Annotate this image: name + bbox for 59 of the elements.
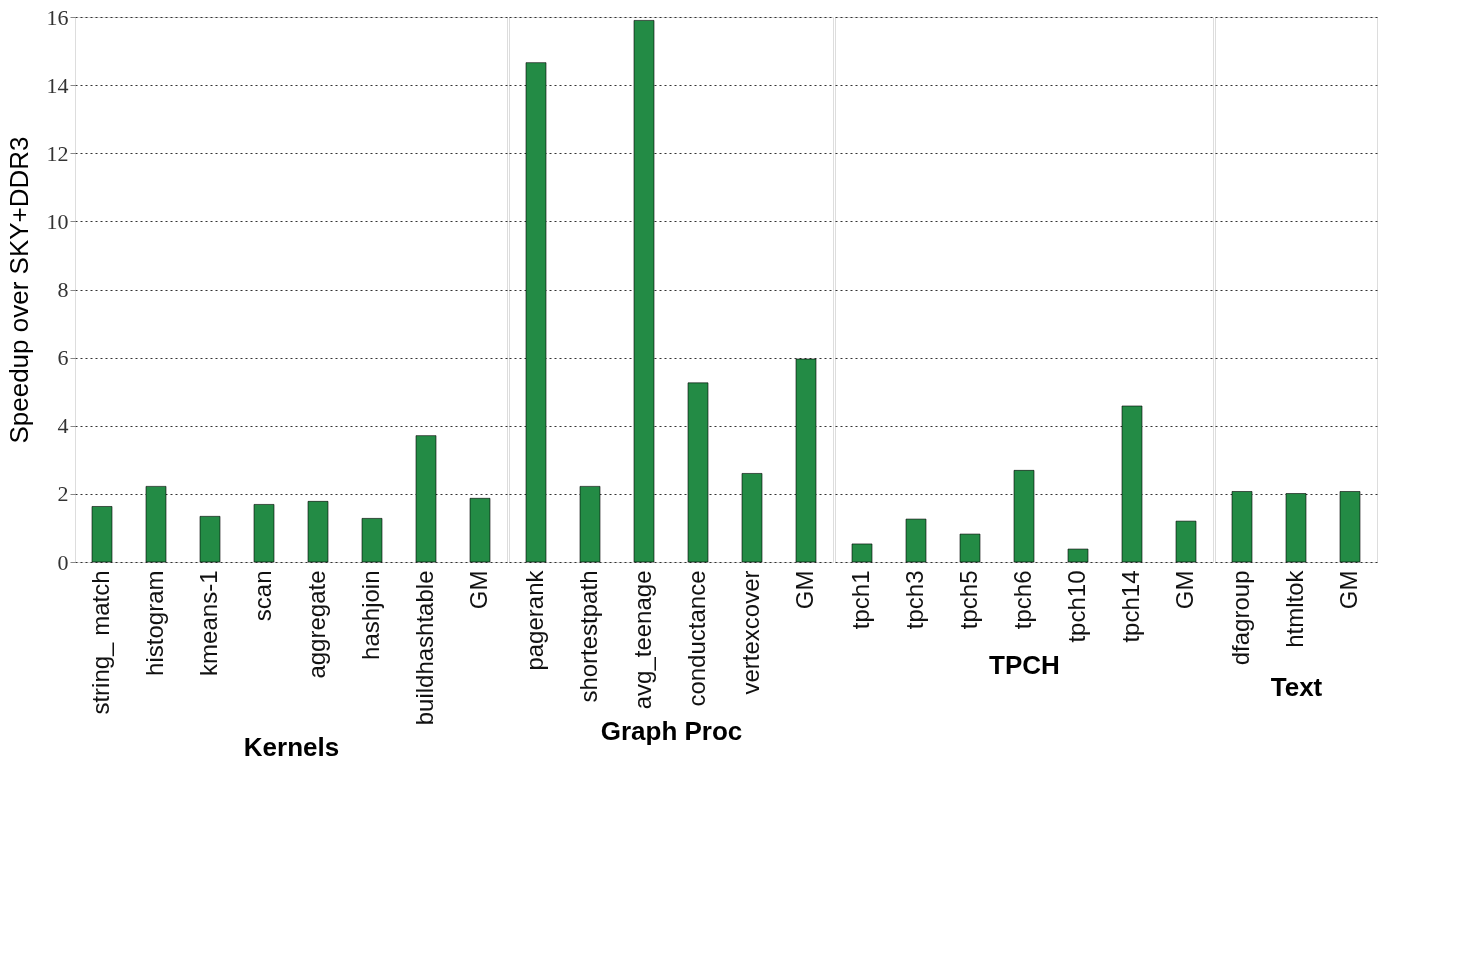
x-tick-label: kmeans-1	[195, 570, 222, 676]
x-tick-label: hashjoin	[357, 570, 384, 660]
y-tick-label: 12	[46, 140, 69, 166]
bar	[1067, 548, 1089, 563]
bar	[145, 486, 167, 563]
bar	[1175, 520, 1197, 563]
x-tick-label: tpch10	[1063, 570, 1090, 643]
bar	[525, 62, 547, 563]
y-tick-label: 14	[46, 72, 69, 98]
y-tick-label: 2	[57, 481, 69, 507]
bar	[199, 516, 221, 563]
x-axis-title: Text	[1270, 672, 1323, 703]
bar	[959, 533, 981, 563]
x-tick-label: tpch6	[1009, 570, 1036, 630]
x-tick-label: dfagroup	[1227, 570, 1254, 666]
y-tick-label: 6	[57, 345, 69, 371]
x-tick-label: conductance	[683, 570, 710, 707]
x-tick-label: GM	[465, 570, 492, 610]
x-axis-title: TPCH	[989, 649, 1060, 680]
x-tick-label: vertexcover	[737, 570, 764, 695]
y-tick-label: 16	[46, 4, 69, 30]
y-axis-title: Speedup over SKY+DDR3	[3, 136, 34, 444]
bar	[469, 498, 491, 563]
bar	[633, 20, 655, 563]
x-tick-label: buildhashtable	[411, 570, 438, 726]
x-tick-label: shortestpath	[575, 570, 602, 703]
x-tick-label: tpch14	[1117, 570, 1144, 643]
x-axis-title: Graph Proc	[600, 716, 743, 747]
bar	[415, 435, 437, 563]
bar	[91, 506, 113, 563]
y-tick-label: 4	[57, 413, 69, 439]
bar	[307, 501, 329, 563]
x-tick-label: string_ match	[87, 570, 114, 715]
x-tick-label: pagerank	[521, 569, 548, 671]
bar	[687, 382, 709, 563]
x-tick-label: histogram	[141, 570, 168, 676]
x-tick-label: tpch5	[955, 570, 982, 630]
y-tick-label: 8	[57, 277, 69, 302]
bar	[1121, 405, 1143, 563]
x-axis-title: Kernels	[243, 732, 340, 763]
bar	[851, 543, 873, 563]
x-tick-label: tpch3	[901, 570, 928, 630]
bar	[579, 486, 601, 563]
y-tick-label: 10	[46, 208, 69, 234]
x-tick-label: GM	[1335, 570, 1362, 610]
x-tick-label: tpch1	[847, 570, 874, 630]
x-tick-label: htmltok	[1281, 569, 1308, 648]
bar	[905, 518, 927, 563]
x-tick-label: aggregate	[303, 570, 330, 679]
y-tick-label: 0	[57, 549, 69, 575]
x-tick-label: scan	[249, 570, 276, 622]
bar	[795, 358, 817, 563]
bar	[741, 473, 763, 563]
bar	[253, 504, 275, 563]
bar	[361, 518, 383, 563]
x-tick-label: GM	[1171, 570, 1198, 610]
x-tick-label: avg_teenage	[629, 570, 656, 710]
x-tick-label: GM	[791, 570, 818, 610]
bar	[1013, 470, 1035, 563]
